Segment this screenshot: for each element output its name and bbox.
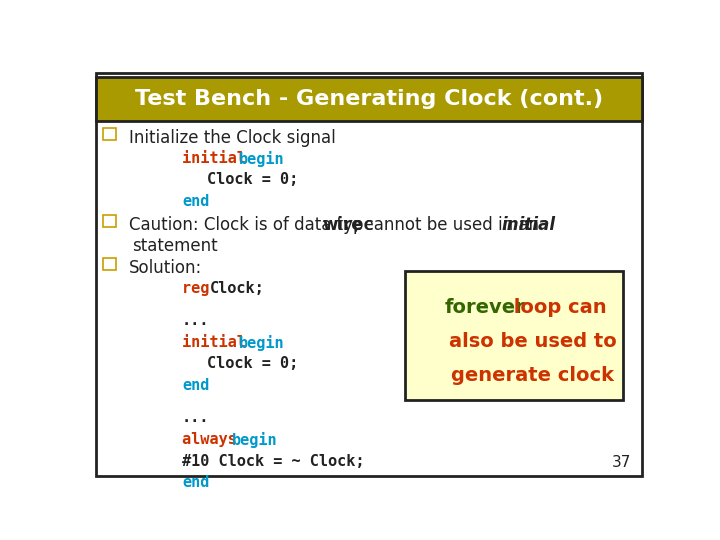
Text: initial: initial bbox=[502, 216, 556, 234]
Text: , cannot be used in an: , cannot be used in an bbox=[354, 216, 544, 234]
Text: end: end bbox=[182, 475, 210, 490]
Text: generate clock: generate clock bbox=[451, 366, 614, 385]
Text: 37: 37 bbox=[612, 455, 631, 470]
Text: Initialize the Clock signal: Initialize the Clock signal bbox=[129, 129, 336, 147]
Text: always: always bbox=[182, 432, 246, 447]
FancyBboxPatch shape bbox=[103, 215, 116, 227]
Text: loop can: loop can bbox=[507, 298, 606, 316]
Text: Clock = 0;: Clock = 0; bbox=[207, 356, 298, 372]
Text: also be used to: also be used to bbox=[449, 332, 617, 351]
Text: statement: statement bbox=[132, 238, 217, 255]
Text: end: end bbox=[182, 378, 210, 393]
Text: ...: ... bbox=[182, 410, 210, 426]
FancyBboxPatch shape bbox=[103, 258, 116, 270]
Text: forever: forever bbox=[444, 298, 525, 316]
Text: ...: ... bbox=[182, 313, 210, 328]
Text: Test Bench - Generating Clock (cont.): Test Bench - Generating Clock (cont.) bbox=[135, 89, 603, 109]
Text: wire: wire bbox=[323, 216, 364, 234]
Text: Clock;: Clock; bbox=[210, 281, 265, 295]
FancyBboxPatch shape bbox=[96, 77, 642, 121]
Text: Solution:: Solution: bbox=[129, 259, 202, 277]
FancyBboxPatch shape bbox=[96, 73, 642, 476]
Text: begin: begin bbox=[238, 151, 284, 167]
Text: initial: initial bbox=[182, 151, 255, 166]
Text: end: end bbox=[182, 194, 210, 209]
Text: reg: reg bbox=[182, 281, 219, 295]
FancyBboxPatch shape bbox=[405, 271, 623, 400]
Text: Caution: Clock is of data type: Caution: Clock is of data type bbox=[129, 216, 379, 234]
Text: begin: begin bbox=[232, 432, 277, 448]
Text: Clock = 0;: Clock = 0; bbox=[207, 172, 298, 187]
Text: #10 Clock = ~ Clock;: #10 Clock = ~ Clock; bbox=[182, 454, 364, 469]
Text: begin: begin bbox=[238, 335, 284, 350]
Text: initial: initial bbox=[182, 335, 255, 350]
FancyBboxPatch shape bbox=[103, 129, 116, 140]
